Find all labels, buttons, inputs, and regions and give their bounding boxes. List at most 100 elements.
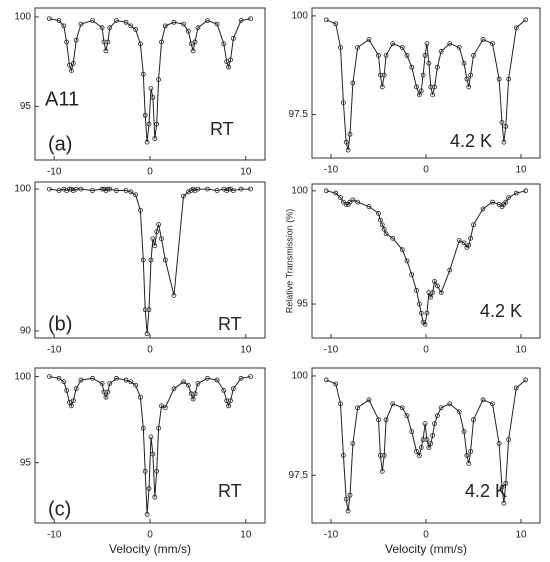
y-tick-label: 97.5 — [289, 470, 309, 481]
data-point — [343, 201, 349, 207]
data-point — [46, 16, 52, 22]
data-point — [181, 193, 186, 199]
data-point — [144, 331, 150, 337]
x-tick-label: 0 — [423, 345, 429, 356]
data-point — [192, 39, 198, 45]
data-point — [159, 39, 164, 45]
data-point — [146, 121, 152, 127]
data-point — [90, 18, 95, 23]
data-point — [468, 72, 474, 78]
x-tick-label: 0 — [423, 530, 429, 541]
data-point — [366, 37, 372, 42]
data-point — [447, 401, 453, 407]
data-point — [107, 381, 113, 386]
data-point — [133, 192, 139, 198]
data-point — [248, 186, 254, 192]
data-point — [390, 41, 396, 46]
y-tick-label: 100 — [14, 12, 31, 23]
data-point — [366, 397, 372, 403]
data-point — [430, 92, 436, 98]
data-point — [46, 186, 52, 192]
data-point — [323, 377, 329, 383]
data-point — [205, 186, 210, 192]
data-point — [416, 453, 422, 458]
data-point — [133, 382, 139, 388]
data-point — [432, 421, 437, 427]
data-point — [338, 45, 343, 50]
annotation: (b) — [48, 313, 72, 335]
data-point — [390, 235, 396, 241]
data-point — [146, 486, 152, 491]
data-point — [501, 139, 507, 145]
data-point — [376, 211, 381, 216]
data-point — [333, 21, 339, 27]
data-point — [399, 45, 405, 50]
data-point — [422, 52, 428, 58]
data-point — [506, 76, 512, 82]
data-point — [333, 190, 339, 196]
data-point — [78, 186, 84, 192]
data-point — [156, 425, 162, 431]
data-point — [428, 294, 434, 300]
y-tick-label: 90 — [20, 326, 32, 337]
data-point — [480, 206, 486, 212]
data-point — [128, 379, 134, 385]
data-point — [128, 189, 134, 195]
data-point — [338, 401, 343, 407]
data-point — [123, 377, 129, 383]
data-point — [343, 139, 349, 145]
data-point — [503, 199, 509, 205]
data-point — [114, 18, 119, 23]
data-point — [144, 511, 150, 517]
data-point — [221, 387, 227, 393]
data-point — [148, 257, 154, 263]
data-point — [61, 186, 67, 192]
data-point — [409, 429, 415, 434]
data-point — [377, 217, 383, 223]
data-point — [56, 375, 62, 381]
data-point — [399, 405, 405, 411]
data-point — [501, 500, 507, 506]
fit-line — [49, 376, 251, 515]
data-point — [107, 25, 113, 31]
data-point — [428, 441, 434, 446]
data-point — [503, 480, 509, 486]
y-tick-label: 100 — [291, 371, 308, 382]
data-point — [499, 120, 505, 125]
data-point — [185, 189, 191, 195]
data-point — [523, 17, 529, 23]
y-tick-label: 100 — [14, 184, 31, 195]
x-tick-label: -10 — [47, 345, 62, 356]
data-point — [123, 188, 129, 193]
data-point — [381, 226, 387, 232]
y-axis-label: Relative Transmission (%) — [284, 209, 294, 314]
data-point — [154, 229, 160, 235]
data-point — [67, 62, 72, 68]
y-tick-label: 100 — [291, 185, 308, 196]
data-point — [185, 382, 191, 388]
data-point — [70, 61, 76, 66]
data-point — [343, 496, 349, 502]
x-tick-label: 0 — [147, 530, 153, 541]
data-point — [99, 25, 105, 31]
data-point — [430, 290, 436, 296]
data-point — [238, 18, 244, 23]
data-point — [171, 386, 177, 392]
data-point — [418, 310, 424, 316]
data-point — [138, 394, 143, 400]
data-point — [70, 188, 76, 193]
data-point — [430, 433, 436, 438]
x-tick-label: -10 — [47, 167, 62, 178]
data-point — [248, 374, 254, 380]
data-point — [69, 68, 74, 73]
data-point — [381, 453, 387, 458]
data-point — [496, 76, 502, 82]
data-point — [347, 492, 353, 498]
data-point — [138, 207, 143, 213]
data-point — [499, 484, 505, 490]
data-point — [424, 437, 430, 442]
annotation: 4.2 K — [465, 481, 507, 501]
data-point — [150, 95, 156, 100]
data-point — [142, 112, 148, 118]
data-point — [123, 19, 129, 25]
